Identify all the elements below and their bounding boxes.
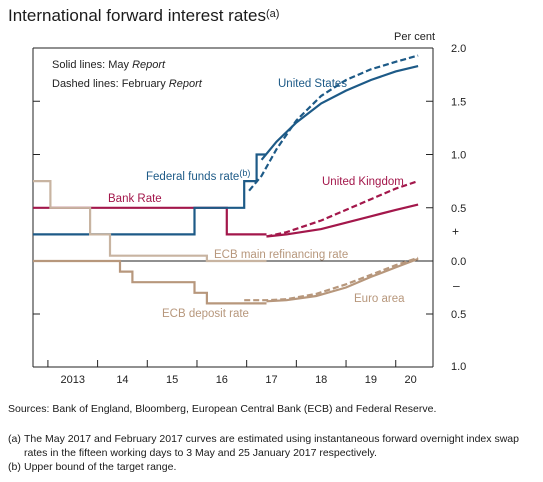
negative-sign: – <box>453 279 460 293</box>
title-footnote-marker: (a) <box>265 8 280 20</box>
x-tick-label: 17 <box>265 374 277 386</box>
y-tick-label: 0.5 <box>451 203 466 215</box>
legend-note-text: Dashed lines: February <box>52 78 169 90</box>
label-euro-area: Euro area <box>354 293 405 305</box>
y-tick-label-zero: 0.0 <box>451 256 466 268</box>
chart-series <box>33 54 419 305</box>
positive-sign: + <box>452 224 459 238</box>
y-tick-label: 1.5 <box>451 96 466 108</box>
legend-note-text: Solid lines: May <box>52 59 132 71</box>
label-federal-funds-rate: Federal funds rate(b) <box>146 168 250 183</box>
label-ecb-main-refinancing-rate: ECB main refinancing rate <box>214 249 348 261</box>
x-tick-label: 18 <box>315 374 327 386</box>
series-line-bank_rate <box>33 206 267 236</box>
x-tick-label: 19 <box>365 374 377 386</box>
footnote-a-tag: (a) <box>8 433 21 445</box>
label-federal-funds-rate-note: (b) <box>239 168 250 178</box>
x-tick-label: 15 <box>166 374 178 386</box>
series-line-ecb_mro <box>33 180 267 263</box>
series-line-uk_feb <box>266 180 419 238</box>
x-tick-label: 20 <box>405 374 417 386</box>
series-line-euro_may <box>266 257 419 303</box>
label-ecb-deposit-rate: ECB deposit rate <box>162 308 249 320</box>
legend-note: Solid lines: May Report <box>52 59 166 71</box>
y-tick-label: 1.0 <box>451 361 466 373</box>
footnote-b: (b) Upper bound of the target range. <box>8 460 533 474</box>
chart-title-text: International forward interest rates <box>8 6 266 25</box>
x-tick-label: 14 <box>116 374 128 386</box>
x-tick-label: 2013 <box>61 374 85 386</box>
y-tick-label: 2.0 <box>451 43 466 55</box>
legend-note: Dashed lines: February Report <box>52 78 203 90</box>
footnote-a: (a) The May 2017 and February 2017 curve… <box>8 432 533 460</box>
label-united-kingdom: United Kingdom <box>322 176 404 188</box>
footnote-a-text: The May 2017 and February 2017 curves ar… <box>24 433 519 459</box>
footnote-b-tag: (b) <box>8 461 21 473</box>
series-line-fed_funds <box>33 153 267 236</box>
sources-note: Sources: Bank of England, Bloomberg, Eur… <box>8 403 437 415</box>
unit-label: Per cent <box>394 31 435 43</box>
y-tick-label: 1.0 <box>451 150 466 162</box>
series-line-ecb_deposit <box>33 259 267 305</box>
forward-rates-chart: Per cent 2.0 1.5 1.0 0.5 0.0 + – 0.5 1.0 2013 14 15 1… <box>32 31 466 386</box>
legend-note-italic: Report <box>169 78 203 90</box>
x-tick-label: 16 <box>216 374 228 386</box>
chart-axes: Per cent 2.0 1.5 1.0 0.5 0.0 + – 0.5 1.0 2013 14 15 1… <box>32 31 466 386</box>
label-federal-funds-rate-text: Federal funds rate <box>146 171 239 183</box>
legend-note-italic: Report <box>132 59 166 71</box>
y-tick-label: 0.5 <box>451 309 466 321</box>
label-united-states: United States <box>278 78 347 90</box>
footnote-b-text: Upper bound of the target range. <box>24 461 177 473</box>
series-line-uk_may <box>266 203 419 238</box>
series-line-us_feb <box>248 54 419 192</box>
series-line-us_may <box>260 65 419 161</box>
label-bank-rate: Bank Rate <box>108 193 162 205</box>
chart-title: International forward interest rates(a) <box>8 6 279 26</box>
